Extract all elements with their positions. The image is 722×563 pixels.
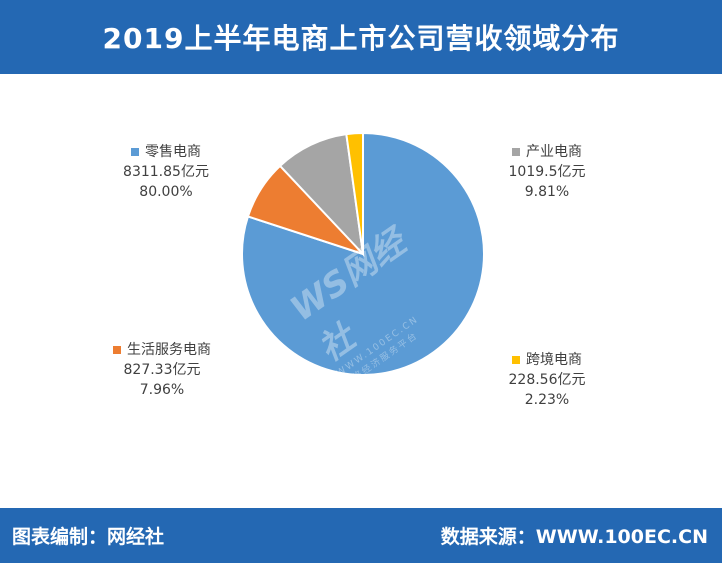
slice-name-lifestyle: 生活服务电商 — [127, 342, 211, 358]
slice-name-industrial: 产业电商 — [526, 144, 582, 160]
label-industrial: 产业电商 1019.5亿元 9.81% — [482, 142, 612, 202]
label-lifestyle: 生活服务电商 827.33亿元 7.96% — [82, 340, 242, 400]
pie-chart — [241, 131, 485, 376]
slice-percent-retail: 80.00% — [139, 184, 193, 200]
slice-value-crossborder: 228.56亿元 — [508, 372, 586, 388]
footer-source: 数据来源：WWW.100EC.CN — [440, 526, 708, 548]
slice-name-crossborder: 跨境电商 — [526, 352, 582, 368]
legend-swatch-industrial — [512, 148, 520, 156]
chart-title: 2019上半年电商上市公司营收领域分布 — [102, 22, 620, 55]
label-retail: 零售电商 8311.85亿元 80.00% — [96, 142, 236, 202]
slice-value-retail: 8311.85亿元 — [123, 164, 209, 180]
chart-area: WS网经社 WWW.100EC.CN 网络经济服务平台 零售电商 8311.85… — [0, 74, 722, 508]
legend-swatch-crossborder — [512, 356, 520, 364]
label-crossborder: 跨境电商 228.56亿元 2.23% — [482, 350, 612, 410]
slice-percent-crossborder: 2.23% — [524, 392, 570, 408]
title-banner: 2019上半年电商上市公司营收领域分布 — [0, 0, 722, 74]
legend-swatch-lifestyle — [113, 346, 121, 354]
pie-slice-crossborder — [345, 131, 364, 255]
footer-compiler: 图表编制：网经社 — [12, 526, 165, 548]
pie-slice-industrial — [278, 133, 365, 257]
slice-percent-lifestyle: 7.96% — [139, 382, 185, 398]
slice-value-lifestyle: 827.33亿元 — [123, 362, 201, 378]
footer-banner: 图表编制：网经社 数据来源：WWW.100EC.CN — [0, 508, 722, 563]
slice-percent-industrial: 9.81% — [524, 184, 570, 200]
legend-swatch-retail — [131, 148, 139, 156]
slice-name-retail: 零售电商 — [145, 144, 201, 160]
slice-value-industrial: 1019.5亿元 — [508, 164, 586, 180]
